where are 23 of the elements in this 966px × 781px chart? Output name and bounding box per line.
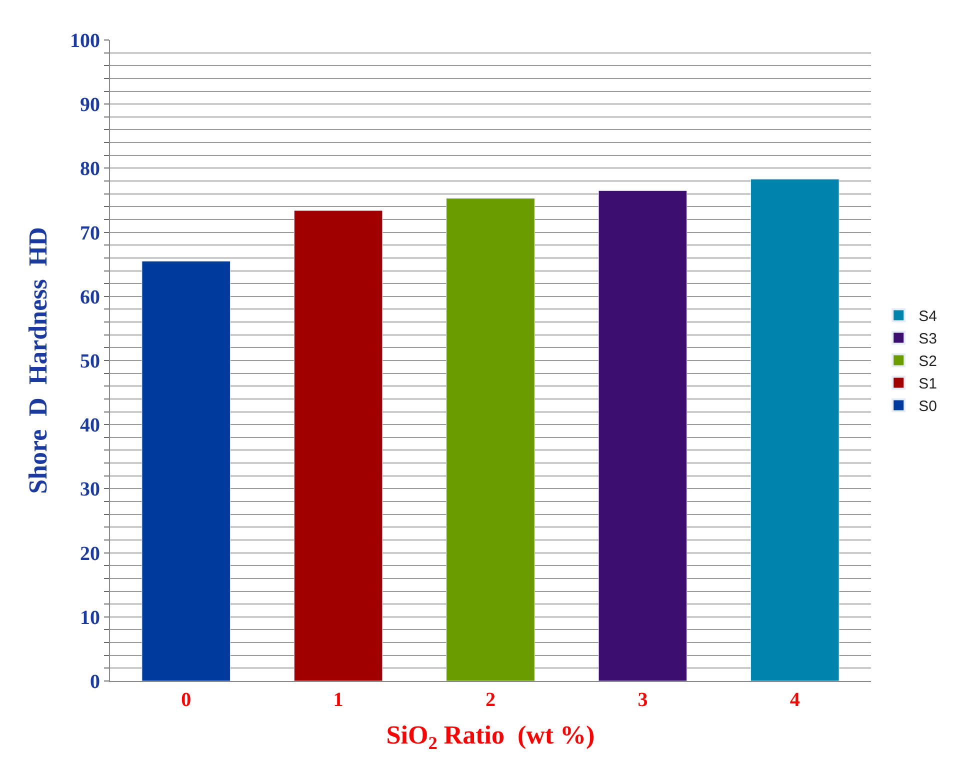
y-tick-label: 50 — [80, 350, 100, 372]
y-tick-label: 20 — [80, 542, 100, 565]
y-tick-label: 90 — [80, 94, 100, 116]
x-tick-label: 3 — [638, 689, 648, 711]
x-tick-label: 2 — [486, 689, 496, 711]
x-tick-label: 4 — [790, 689, 800, 711]
y-tick-label: 30 — [80, 478, 100, 501]
x-tick-label: 1 — [333, 689, 344, 711]
legend-label: S2 — [918, 353, 937, 370]
y-tick-label: 60 — [80, 286, 100, 308]
x-tick-label: 0 — [181, 689, 192, 711]
y-tick-label: 40 — [80, 414, 100, 437]
y-tick-label: 80 — [80, 158, 100, 180]
legend-label: S0 — [918, 398, 937, 416]
y-tick-label: 10 — [80, 606, 100, 629]
y-tick-label: 100 — [70, 30, 100, 52]
y-axis-title: Shore D Hardness HD — [23, 227, 52, 494]
y-tick-label: 0 — [90, 671, 100, 693]
x-axis-title: SiO$_{2}$ Ratio (wt %) — [386, 720, 595, 754]
legend-label: S1 — [918, 376, 937, 393]
legend-label: S3 — [918, 330, 937, 348]
y-tick-label: 70 — [80, 222, 100, 244]
legend-label: S4 — [918, 308, 937, 326]
